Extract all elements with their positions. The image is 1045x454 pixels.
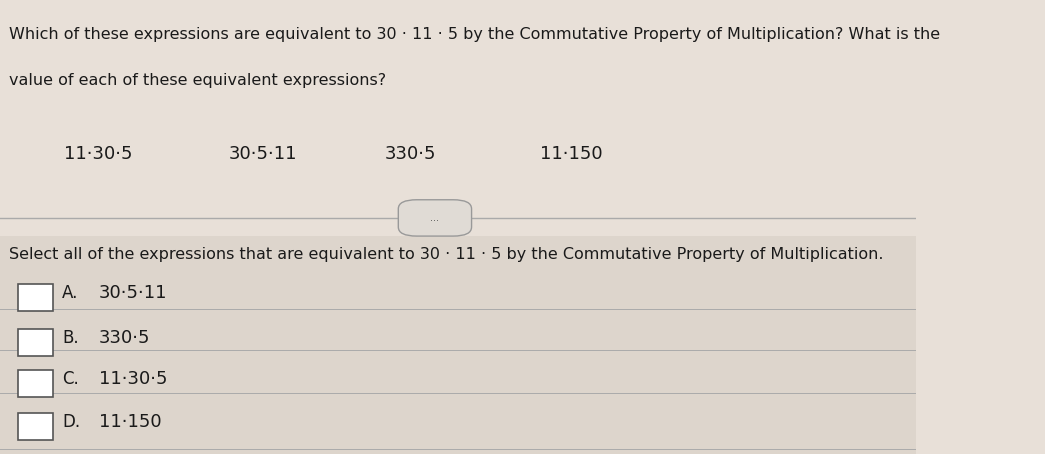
Text: ...: ... <box>431 213 440 223</box>
Text: 11·150: 11·150 <box>540 145 603 163</box>
Text: Select all of the expressions that are equivalent to 30 · 11 · 5 by the Commutat: Select all of the expressions that are e… <box>9 247 884 262</box>
Text: B.: B. <box>63 329 78 347</box>
Text: 11·30·5: 11·30·5 <box>99 370 167 388</box>
Text: 30·5·11: 30·5·11 <box>99 284 167 302</box>
Text: A.: A. <box>63 284 78 302</box>
FancyBboxPatch shape <box>19 370 53 397</box>
FancyBboxPatch shape <box>398 200 471 236</box>
Text: Which of these expressions are equivalent to 30 · 11 · 5 by the Commutative Prop: Which of these expressions are equivalen… <box>9 27 940 42</box>
Text: 330·5: 330·5 <box>99 329 150 347</box>
Text: value of each of these equivalent expressions?: value of each of these equivalent expres… <box>9 73 387 88</box>
FancyBboxPatch shape <box>0 236 915 454</box>
Text: 330·5: 330·5 <box>385 145 436 163</box>
FancyBboxPatch shape <box>19 413 53 440</box>
Text: D.: D. <box>63 413 80 431</box>
Text: 30·5·11: 30·5·11 <box>229 145 298 163</box>
FancyBboxPatch shape <box>19 284 53 311</box>
Text: C.: C. <box>63 370 79 388</box>
Text: 11·150: 11·150 <box>99 413 162 431</box>
FancyBboxPatch shape <box>0 0 915 236</box>
Text: 11·30·5: 11·30·5 <box>64 145 133 163</box>
FancyBboxPatch shape <box>19 329 53 356</box>
